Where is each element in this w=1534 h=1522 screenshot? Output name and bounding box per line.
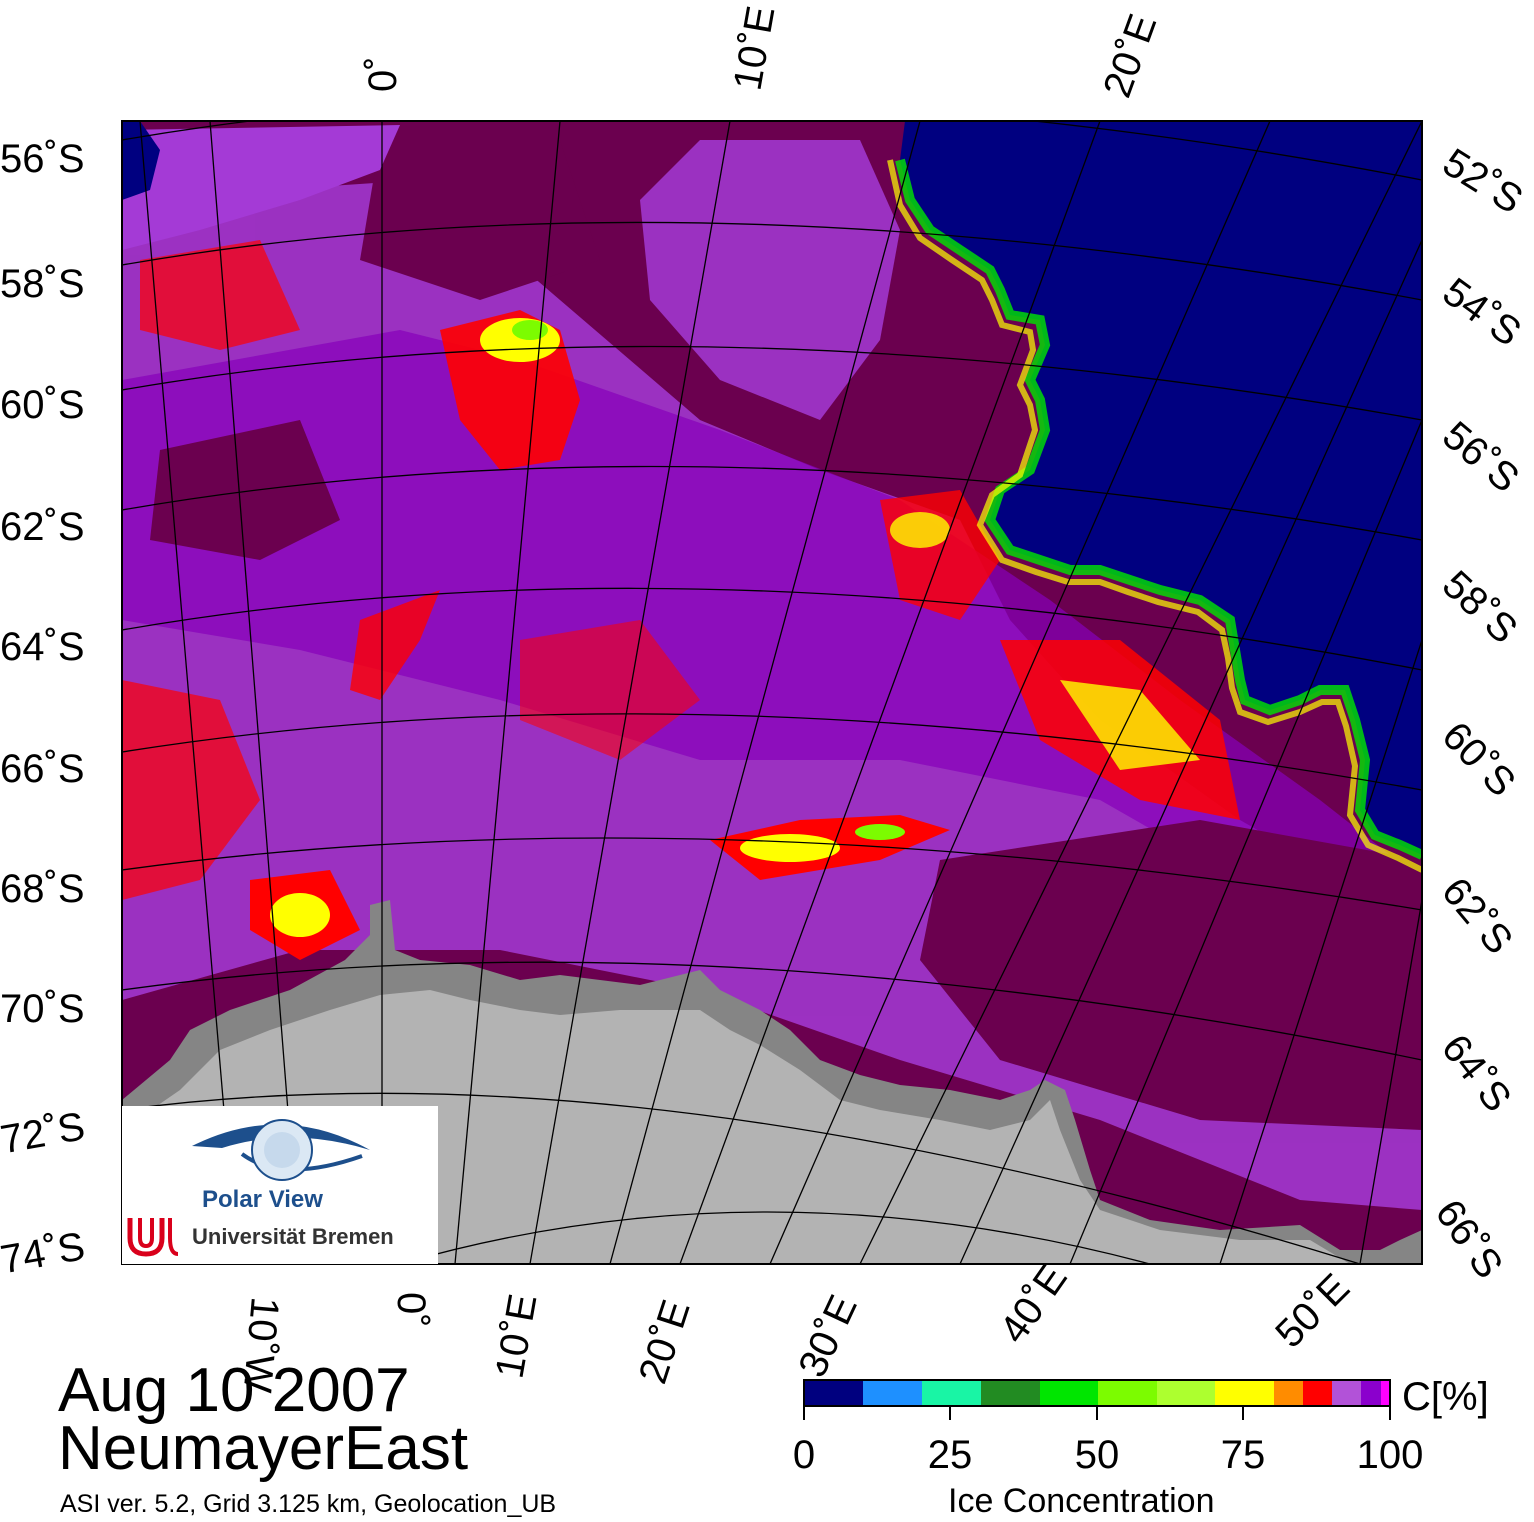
ice-edge-fringe-outer bbox=[887, 159, 1422, 873]
map-panel bbox=[122, 121, 1422, 1264]
cbar-seg bbox=[1098, 1380, 1157, 1406]
lat-labels-left: 56˚S 58˚S 60˚S 62˚S 64˚S 66˚S 68˚S 70˚S … bbox=[0, 137, 88, 1282]
map-frame bbox=[121, 120, 1423, 1265]
cbar-seg bbox=[1215, 1380, 1274, 1406]
lat-labels-right: 52˚S 54˚S 56˚S 58˚S 60˚S 62˚S 64˚S 66˚S bbox=[1427, 140, 1531, 1286]
lat-label: 54˚S bbox=[1435, 270, 1529, 355]
cbar-seg bbox=[804, 1380, 863, 1406]
medium-ice-zones bbox=[122, 140, 1422, 1210]
university-emblem-icon bbox=[127, 1218, 179, 1257]
cbar-seg bbox=[1332, 1380, 1361, 1406]
lon-label: 50˚E bbox=[1267, 1266, 1358, 1357]
lon-label: 10˚E bbox=[488, 1291, 546, 1382]
colorbar-unit: C[%] bbox=[1402, 1375, 1489, 1419]
lat-label: 64˚S bbox=[1433, 1026, 1520, 1120]
lower-ice-patches bbox=[122, 125, 1240, 960]
lat-label: 58˚S bbox=[1434, 562, 1526, 652]
lat-label: 66˚S bbox=[1427, 1192, 1512, 1286]
ice-edge-fringe bbox=[895, 158, 1422, 860]
map-region: NeumayerEast bbox=[58, 1414, 469, 1483]
lat-label: 58˚S bbox=[0, 262, 85, 306]
logo-university: Universität Bremen bbox=[192, 1224, 394, 1249]
lat-label: 72˚S bbox=[0, 1104, 88, 1162]
lat-label: 68˚S bbox=[0, 867, 85, 911]
cbar-seg bbox=[863, 1380, 922, 1406]
cbar-seg bbox=[1381, 1380, 1390, 1406]
lon-label: 20˚E bbox=[1095, 9, 1165, 103]
cbar-seg bbox=[922, 1380, 981, 1406]
lat-label: 74˚S bbox=[0, 1224, 88, 1282]
cbar-seg bbox=[981, 1380, 1040, 1406]
lon-label: 10˚W bbox=[235, 1295, 287, 1394]
lat-label: 52˚S bbox=[1435, 140, 1530, 222]
eye-icon bbox=[192, 1119, 370, 1181]
lat-label: 60˚S bbox=[0, 383, 85, 427]
lat-label: 64˚S bbox=[0, 625, 85, 669]
cbar-seg bbox=[1303, 1380, 1332, 1406]
lat-label: 56˚S bbox=[1434, 413, 1527, 501]
cbar-tick-label: 100 bbox=[1357, 1433, 1424, 1477]
logo-title: Polar View bbox=[202, 1186, 323, 1213]
cbar-tick-label: 50 bbox=[1075, 1433, 1120, 1477]
cbar-seg bbox=[1157, 1380, 1215, 1406]
cbar-seg bbox=[1040, 1380, 1098, 1406]
lon-label: 10˚E bbox=[726, 3, 784, 94]
polar-view-logo: Polar View Universität Bremen bbox=[122, 1106, 438, 1264]
lat-label: 56˚S bbox=[0, 137, 85, 181]
lat-label: 60˚S bbox=[1434, 714, 1524, 805]
cbar-tick-label: 0 bbox=[793, 1433, 815, 1477]
open-water-northeast bbox=[900, 121, 1422, 855]
lat-label: 70˚S bbox=[0, 987, 85, 1031]
graticule bbox=[122, 121, 1422, 1264]
colorbar-title: Ice Concentration bbox=[948, 1482, 1215, 1520]
lon-label: 20˚E bbox=[631, 1295, 699, 1389]
processing-info: ASI ver. 5.2, Grid 3.125 km, Geolocation… bbox=[60, 1490, 557, 1518]
lat-label: 66˚S bbox=[0, 747, 85, 791]
lon-label: 0˚ bbox=[361, 56, 405, 92]
lon-labels-top: 0˚ 10˚E 20˚E bbox=[361, 3, 1165, 103]
lat-label: 62˚S bbox=[0, 505, 85, 549]
cbar-seg bbox=[1361, 1380, 1381, 1406]
cbar-seg bbox=[1274, 1380, 1303, 1406]
map-date: Aug 10 2007 bbox=[58, 1356, 410, 1425]
lat-label: 62˚S bbox=[1433, 870, 1521, 963]
cbar-tick-label: 75 bbox=[1221, 1433, 1266, 1477]
lon-label: 0˚ bbox=[389, 1292, 433, 1328]
lon-label: 30˚E bbox=[790, 1289, 866, 1384]
cbar-tick-label: 25 bbox=[928, 1433, 973, 1477]
colorbar: 0 25 50 75 100 bbox=[793, 1379, 1424, 1477]
lon-label: 40˚E bbox=[991, 1257, 1076, 1351]
open-water-northwest bbox=[122, 121, 160, 200]
